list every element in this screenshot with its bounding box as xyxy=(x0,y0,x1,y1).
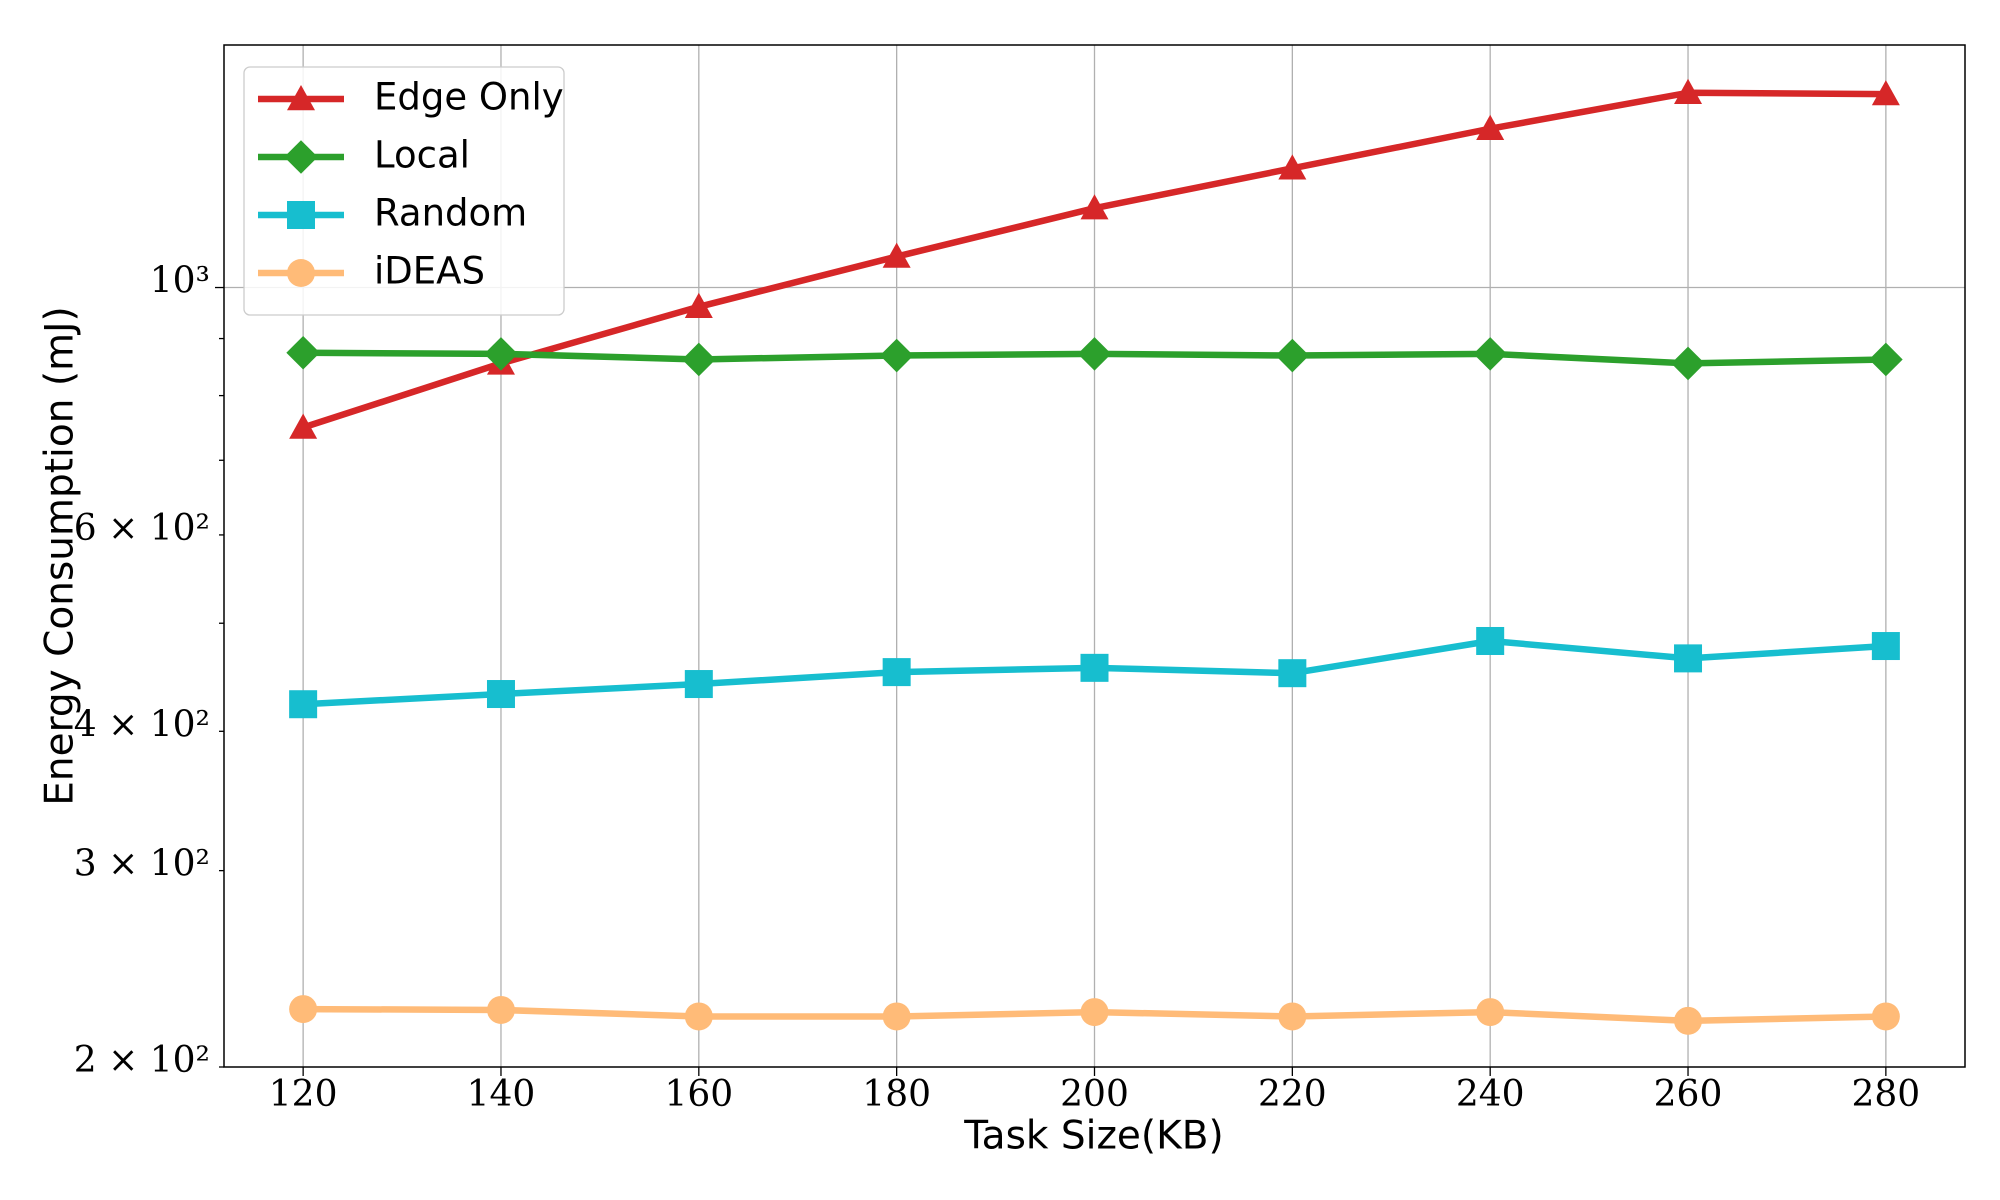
y-tick-label: 6 × 10² xyxy=(74,508,210,549)
marker xyxy=(1674,644,1703,673)
marker xyxy=(289,690,318,719)
legend-text: Random xyxy=(374,192,527,235)
marker xyxy=(1674,1006,1703,1035)
marker xyxy=(284,140,318,174)
x-tick-label: 280 xyxy=(1852,1074,1921,1115)
marker xyxy=(1671,346,1705,381)
marker xyxy=(1278,1002,1307,1031)
x-tick-label: 200 xyxy=(1060,1074,1129,1115)
marker xyxy=(684,1002,713,1031)
marker xyxy=(684,670,713,699)
marker xyxy=(1871,632,1900,661)
marker xyxy=(882,1002,911,1031)
x-tick-label: 160 xyxy=(664,1074,733,1115)
marker xyxy=(1674,78,1703,104)
marker xyxy=(1275,338,1310,373)
y-tick-label: 2 × 10² xyxy=(74,1040,210,1081)
marker xyxy=(1871,80,1900,106)
marker xyxy=(879,338,914,373)
x-tick-label: 140 xyxy=(467,1074,536,1115)
marker xyxy=(1278,154,1307,180)
marker xyxy=(289,413,318,439)
marker xyxy=(882,658,911,687)
y-tick-label: 3 × 10² xyxy=(74,844,210,885)
marker xyxy=(287,85,315,111)
x-tick-label: 180 xyxy=(862,1074,931,1115)
marker xyxy=(684,292,713,318)
marker xyxy=(882,242,911,268)
marker xyxy=(1476,626,1505,655)
marker xyxy=(1473,337,1507,371)
marker xyxy=(1080,194,1109,220)
marker xyxy=(1080,998,1109,1027)
marker xyxy=(1871,1002,1900,1031)
marker xyxy=(1869,342,1903,377)
marker xyxy=(287,259,315,287)
plot-frame xyxy=(223,44,1966,1068)
legend-box xyxy=(243,66,565,316)
y-tick-label: 4 × 10² xyxy=(74,704,210,745)
marker xyxy=(286,335,320,370)
legend-text: Local xyxy=(374,134,470,177)
marker xyxy=(486,680,515,709)
marker xyxy=(1476,998,1505,1027)
marker xyxy=(1080,653,1109,682)
legend-text: iDEAS xyxy=(374,250,485,293)
marker xyxy=(682,342,716,377)
x-tick-label: 220 xyxy=(1258,1074,1327,1115)
y-tick-label: 10³ xyxy=(150,261,210,302)
marker xyxy=(1077,337,1112,371)
marker xyxy=(287,201,315,229)
x-tick-label: 260 xyxy=(1654,1074,1723,1115)
y-axis-label: Energy Consumption (mJ) xyxy=(38,306,83,806)
x-tick-label: 240 xyxy=(1456,1074,1525,1115)
marker xyxy=(289,995,318,1024)
marker xyxy=(486,995,515,1024)
x-tick-label: 120 xyxy=(269,1074,338,1115)
marker xyxy=(484,337,518,371)
marker xyxy=(1278,659,1307,688)
x-axis-label: Task Size(KB) xyxy=(963,1114,1223,1159)
marker xyxy=(1476,114,1505,140)
legend-text: Edge Only xyxy=(374,76,564,119)
